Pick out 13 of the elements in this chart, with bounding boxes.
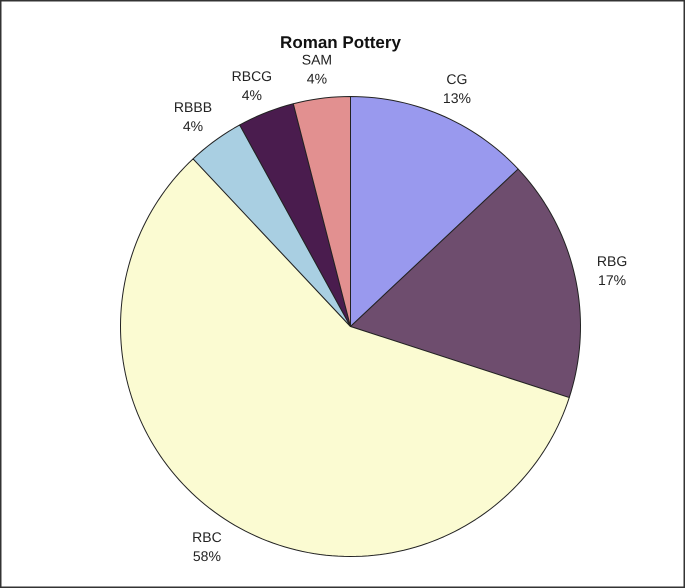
- data-label: 13%: [442, 90, 471, 106]
- slice-label: RBC: [192, 529, 222, 546]
- slice-label: RBBB: [174, 99, 212, 116]
- slice-label: RBG: [596, 252, 628, 269]
- data-label: 4%: [182, 118, 204, 134]
- data-label: 17%: [598, 272, 626, 288]
- data-label: 4%: [242, 86, 262, 103]
- data-label: 4%: [306, 70, 328, 87]
- slice-label: SAM: [302, 52, 332, 68]
- data-label: 58%: [192, 548, 221, 564]
- chart-title: Roman Pottery: [280, 33, 402, 52]
- slice-label: RBCG: [232, 68, 272, 84]
- slice-label: CG: [446, 70, 468, 87]
